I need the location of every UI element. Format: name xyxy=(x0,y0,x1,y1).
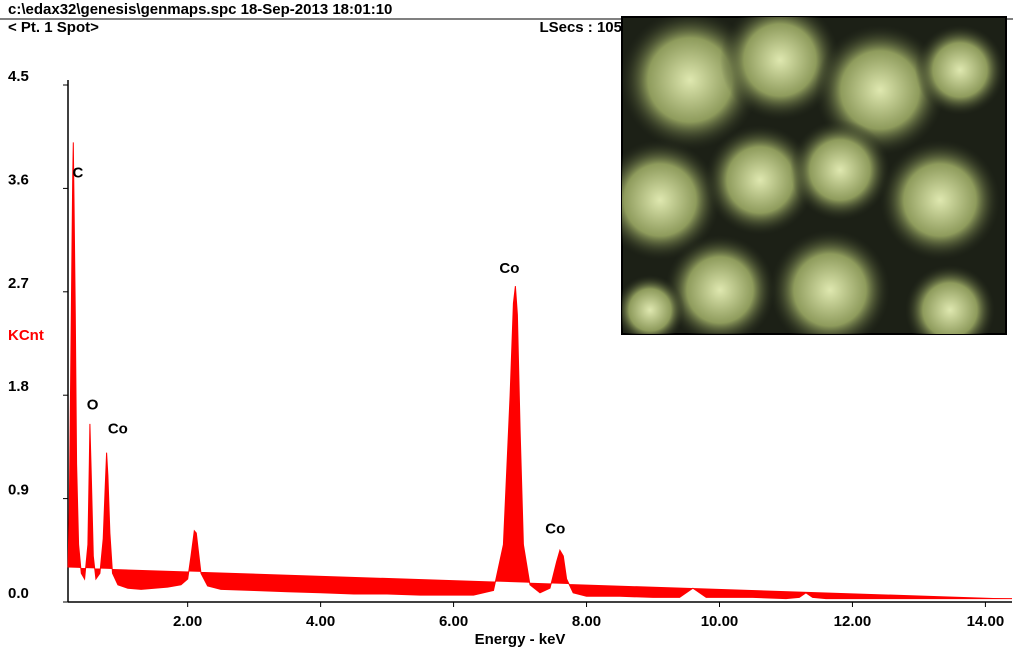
y-tick-label: 2.7 xyxy=(8,275,29,292)
x-tick-label: 12.00 xyxy=(834,613,872,630)
x-tick-label: 2.00 xyxy=(173,613,202,630)
y-tick-label: 0.9 xyxy=(8,482,29,499)
live-time: LSecs : 105 xyxy=(539,19,622,36)
y-tick-label: 4.5 xyxy=(8,68,29,85)
y-tick-label: 3.6 xyxy=(8,171,29,188)
y-tick-label: 0.0 xyxy=(8,585,29,602)
peak-label: Co xyxy=(545,521,565,538)
peak-label: Co xyxy=(499,260,519,277)
x-tick-label: 8.00 xyxy=(572,613,601,630)
peak-label: C xyxy=(73,164,84,181)
x-tick-label: 10.00 xyxy=(701,613,739,630)
peak-label: Co xyxy=(108,421,128,438)
x-tick-label: 4.00 xyxy=(306,613,335,630)
x-tick-label: 14.00 xyxy=(967,613,1005,630)
spectrum xyxy=(67,142,1012,600)
plot: 0.0 0.9 1.8 2.7 3.6 4.5 2.00 4.00 6.00 8.00 10.00 1… xyxy=(8,68,1012,630)
x-tick-label: 6.00 xyxy=(439,613,468,630)
subheader: < Pt. 1 Spot> xyxy=(8,19,99,36)
peak-label: O xyxy=(87,397,99,414)
header: c:\edax32\genesis\genmaps.spc 18-Sep-201… xyxy=(8,1,392,18)
inset-image xyxy=(622,17,1005,334)
y-tick-label: 1.8 xyxy=(8,378,29,395)
y-axis-label: KCnt xyxy=(8,327,44,344)
sem-inset xyxy=(621,16,1007,335)
x-axis-label: Energy - keV xyxy=(475,631,566,648)
